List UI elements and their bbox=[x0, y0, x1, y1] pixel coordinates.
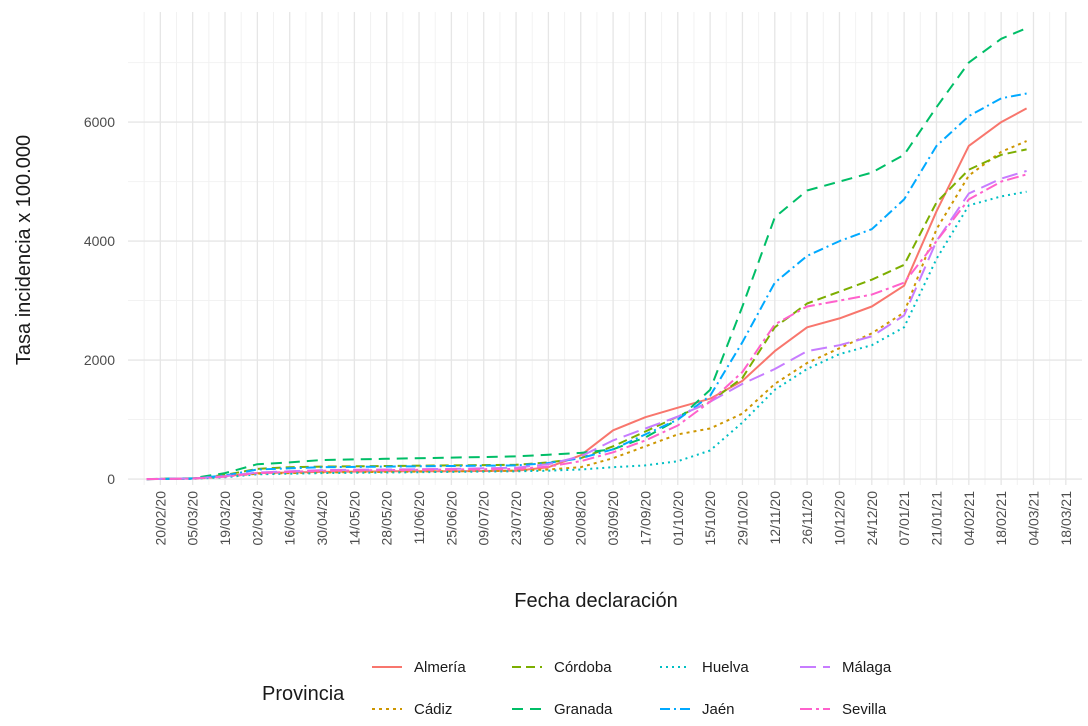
x-tick-label: 20/02/20 bbox=[152, 491, 168, 546]
x-tick-label: 20/08/20 bbox=[573, 491, 589, 546]
y-axis-tick-labels: 0 2000 4000 6000 bbox=[84, 114, 115, 487]
x-tick-label: 12/11/20 bbox=[767, 491, 783, 545]
x-tick-label: 02/04/20 bbox=[249, 491, 265, 546]
legend-label: Córdoba bbox=[554, 659, 612, 676]
y-tick-label: 0 bbox=[107, 471, 115, 487]
series-line bbox=[146, 173, 1027, 481]
y-tick-label: 4000 bbox=[84, 233, 115, 249]
x-tick-label: 23/07/20 bbox=[508, 491, 524, 546]
x-tick-label: 30/04/20 bbox=[314, 491, 330, 546]
x-tick-label: 24/12/20 bbox=[864, 491, 880, 546]
legend-label: Cádiz bbox=[414, 701, 452, 718]
x-tick-label: 04/02/21 bbox=[961, 491, 977, 546]
x-tick-label: 01/10/20 bbox=[670, 491, 686, 546]
series-lines bbox=[146, 27, 1028, 481]
x-tick-label: 18/03/21 bbox=[1058, 491, 1074, 546]
x-tick-label: 03/09/20 bbox=[605, 491, 621, 546]
legend: Provincia Almería Cádiz Córdoba Granada Huel… bbox=[262, 659, 892, 718]
x-tick-label: 09/07/20 bbox=[476, 491, 492, 546]
legend-label: Jaén bbox=[702, 701, 735, 718]
x-tick-label: 25/06/20 bbox=[443, 491, 459, 546]
x-tick-label: 11/06/20 bbox=[411, 491, 427, 545]
legend-items: Almería Cádiz Córdoba Granada Huelva Jaén Mála… bbox=[372, 659, 892, 718]
legend-label: Granada bbox=[554, 701, 613, 718]
grid-lines bbox=[128, 12, 1082, 485]
x-tick-label: 18/02/21 bbox=[993, 491, 1009, 546]
legend-title: Provincia bbox=[262, 683, 345, 705]
x-axis-title: Fecha declaración bbox=[514, 590, 677, 612]
x-tick-label: 16/04/20 bbox=[282, 491, 298, 546]
x-tick-label: 14/05/20 bbox=[346, 491, 362, 546]
x-axis-tick-labels: 20/02/20 05/03/20 19/03/20 02/04/20 16/04/20… bbox=[152, 491, 1073, 546]
legend-label: Almería bbox=[414, 659, 466, 676]
x-tick-label: 15/10/20 bbox=[702, 491, 718, 546]
x-tick-label: 04/03/21 bbox=[1025, 491, 1041, 546]
x-tick-label: 06/08/20 bbox=[540, 491, 556, 546]
y-axis-title: Tasa incidencia x 100.000 bbox=[13, 135, 35, 365]
legend-label: Málaga bbox=[842, 659, 892, 676]
series-line bbox=[146, 190, 1027, 481]
series-line bbox=[146, 92, 1027, 481]
x-tick-label: 28/05/20 bbox=[379, 491, 395, 546]
legend-label: Sevilla bbox=[842, 701, 887, 718]
x-tick-label: 05/03/20 bbox=[185, 491, 201, 546]
y-tick-label: 6000 bbox=[84, 114, 115, 130]
x-tick-label: 17/09/20 bbox=[637, 491, 653, 546]
series-line bbox=[146, 148, 1027, 481]
x-tick-label: 19/03/20 bbox=[217, 491, 233, 546]
legend-label: Huelva bbox=[702, 659, 749, 676]
series-line bbox=[146, 27, 1027, 481]
x-tick-label: 29/10/20 bbox=[734, 491, 750, 546]
x-tick-label: 21/01/21 bbox=[928, 491, 944, 546]
y-tick-label: 2000 bbox=[84, 352, 115, 368]
x-tick-label: 26/11/20 bbox=[799, 491, 815, 545]
x-tick-label: 07/01/21 bbox=[896, 491, 912, 546]
x-tick-label: 10/12/20 bbox=[831, 491, 847, 546]
